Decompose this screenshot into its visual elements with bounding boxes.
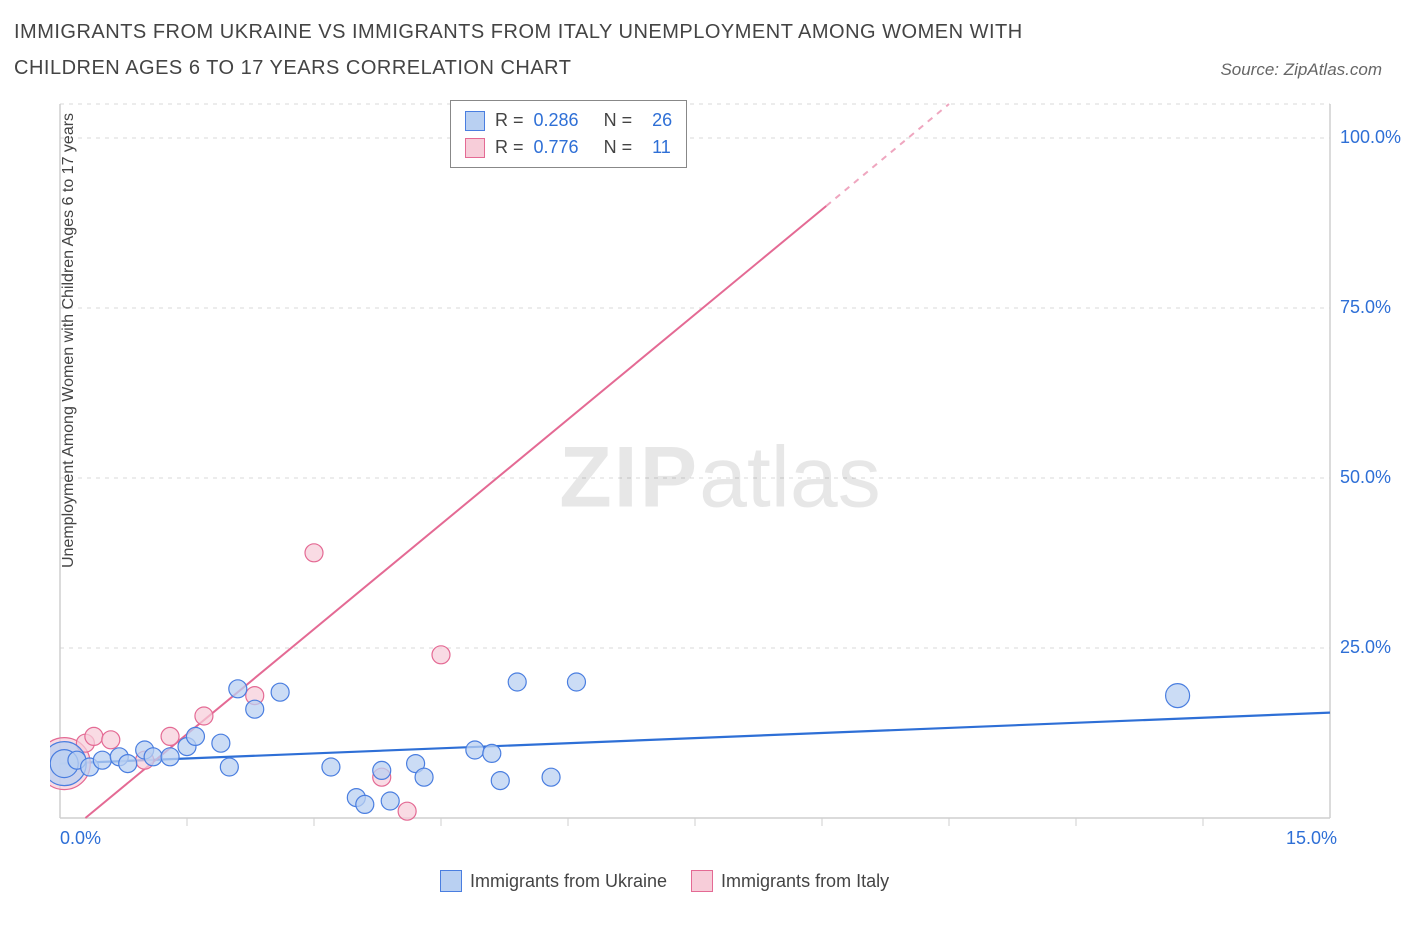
y-tick-label: 75.0% (1340, 297, 1391, 318)
corr-r-value: 0.776 (534, 134, 579, 161)
legend-swatch (440, 870, 462, 892)
y-tick-label: 100.0% (1340, 127, 1401, 148)
corr-n-label: N = (589, 107, 638, 134)
correlation-box: R = 0.286 N = 26R = 0.776 N = 11 (450, 100, 687, 168)
chart-svg (50, 98, 1390, 858)
source-label: Source: ZipAtlas.com (1220, 60, 1382, 80)
y-tick-label: 50.0% (1340, 467, 1391, 488)
corr-n-label: N = (589, 134, 638, 161)
corr-n-value: 11 (647, 134, 671, 161)
corr-row: R = 0.286 N = 26 (465, 107, 672, 134)
legend-swatch (465, 111, 485, 131)
legend-swatch (691, 870, 713, 892)
x-tick-label: 15.0% (1286, 828, 1337, 849)
legend: Immigrants from Ukraine Immigrants from I… (440, 870, 889, 892)
legend-item: Immigrants from Italy (691, 870, 889, 892)
legend-label: Immigrants from Italy (721, 871, 889, 892)
legend-item: Immigrants from Ukraine (440, 870, 667, 892)
y-axis-title: Unemployment Among Women with Children A… (60, 113, 78, 568)
legend-label: Immigrants from Ukraine (470, 871, 667, 892)
plot-area: ZIPatlas Unemployment Among Women with C… (50, 98, 1390, 858)
y-tick-label: 25.0% (1340, 637, 1391, 658)
chart-title: IMMIGRANTS FROM UKRAINE VS IMMIGRANTS FR… (14, 14, 1094, 86)
corr-row: R = 0.776 N = 11 (465, 134, 672, 161)
corr-r-label: R = (495, 107, 524, 134)
x-tick-label: 0.0% (60, 828, 101, 849)
corr-n-value: 26 (647, 107, 672, 134)
corr-r-value: 0.286 (534, 107, 579, 134)
legend-swatch (465, 138, 485, 158)
corr-r-label: R = (495, 134, 524, 161)
